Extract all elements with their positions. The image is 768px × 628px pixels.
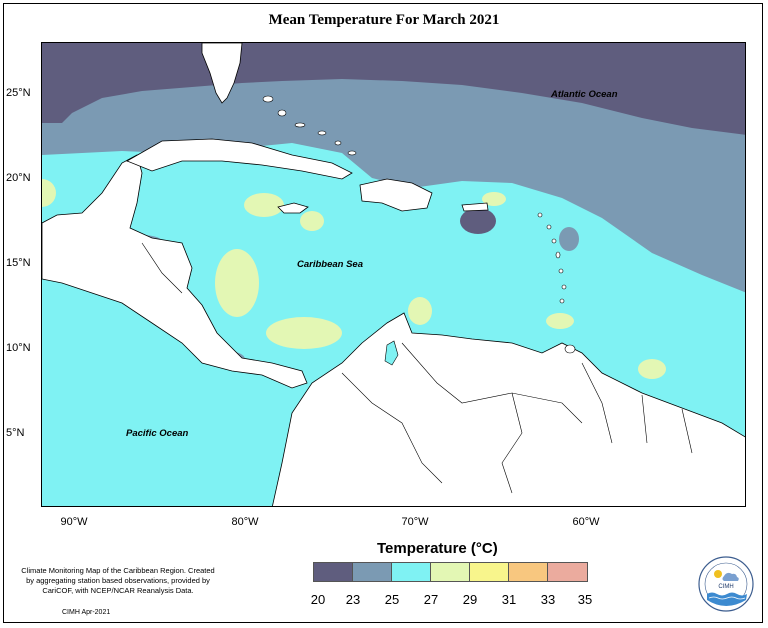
lon-label-60w: 60°W xyxy=(572,516,600,528)
legend-tick: 27 xyxy=(423,592,439,607)
legend-tick: 25 xyxy=(384,592,400,607)
land-hispaniola xyxy=(359,178,433,212)
map-frame xyxy=(3,3,763,623)
lon-label-70w: 70°W xyxy=(401,516,429,528)
legend-swatch-33-35 xyxy=(548,563,587,581)
label-caribbean-sea: Caribbean Sea xyxy=(297,259,363,270)
lon-label-90w: 90°W xyxy=(60,516,88,528)
temperature-map xyxy=(41,42,746,507)
zone-20-23-prico xyxy=(460,208,496,234)
map-title: Mean Temperature For March 2021 xyxy=(268,12,500,28)
zone-27-29-h xyxy=(638,359,666,379)
zone-27-29-a xyxy=(215,249,259,317)
legend-title: Temperature (°C) xyxy=(377,540,498,557)
map-canvas xyxy=(42,43,745,506)
legend-swatch-20-23 xyxy=(314,563,353,581)
legend-tick: 29 xyxy=(462,592,478,607)
legend-tick: 20 xyxy=(310,592,326,607)
legend-swatch-23-25 xyxy=(353,563,392,581)
land-jamaica xyxy=(277,202,309,214)
legend-tick: 31 xyxy=(501,592,517,607)
legend-swatch-31-33 xyxy=(509,563,548,581)
credits-text: Climate Monitoring Map of the Caribbean … xyxy=(21,566,215,595)
country-borders xyxy=(141,242,693,494)
land-bahamas xyxy=(262,95,357,156)
zone-27-29-f xyxy=(482,192,506,206)
legend-tick: 35 xyxy=(577,592,593,607)
legend-tick: 33 xyxy=(540,592,556,607)
cimh-logo-icon: CIMH xyxy=(698,556,754,612)
land-puerto-rico xyxy=(461,202,489,212)
lat-label-5n: 5°N xyxy=(6,427,25,439)
lake-maracaibo xyxy=(384,340,399,366)
logo-text: CIMH xyxy=(718,584,733,590)
zone-27-29-e xyxy=(408,297,432,325)
zone-23-25-north xyxy=(42,43,745,293)
lat-label-15n: 15°N xyxy=(6,257,31,269)
zone-27-29-d xyxy=(300,211,324,231)
land-cuba xyxy=(126,138,353,180)
lat-label-25n: 25°N xyxy=(6,87,31,99)
zone-23-25-lesser-antilles xyxy=(559,227,579,251)
lat-label-20n: 20°N xyxy=(6,172,31,184)
lat-label-10n: 10°N xyxy=(6,342,31,354)
zone-27-29-b xyxy=(266,317,342,349)
label-atlantic-ocean: Atlantic Ocean xyxy=(551,89,618,100)
legend-swatch-25-27 xyxy=(392,563,431,581)
legend-color-bar xyxy=(313,562,588,582)
legend-swatch-27-29 xyxy=(431,563,470,581)
lon-label-80w: 80°W xyxy=(231,516,259,528)
land-lesser-antilles xyxy=(537,212,576,354)
land-florida xyxy=(201,43,243,104)
legend-tick: 23 xyxy=(345,592,361,607)
zone-27-29-g xyxy=(546,313,574,329)
zone-27-29-l xyxy=(42,179,56,207)
legend-swatch-29-31 xyxy=(470,563,509,581)
label-pacific-ocean: Pacific Ocean xyxy=(126,428,189,439)
date-stamp: CIMH Apr-2021 xyxy=(62,609,111,616)
zone-27-29-c xyxy=(244,193,284,217)
